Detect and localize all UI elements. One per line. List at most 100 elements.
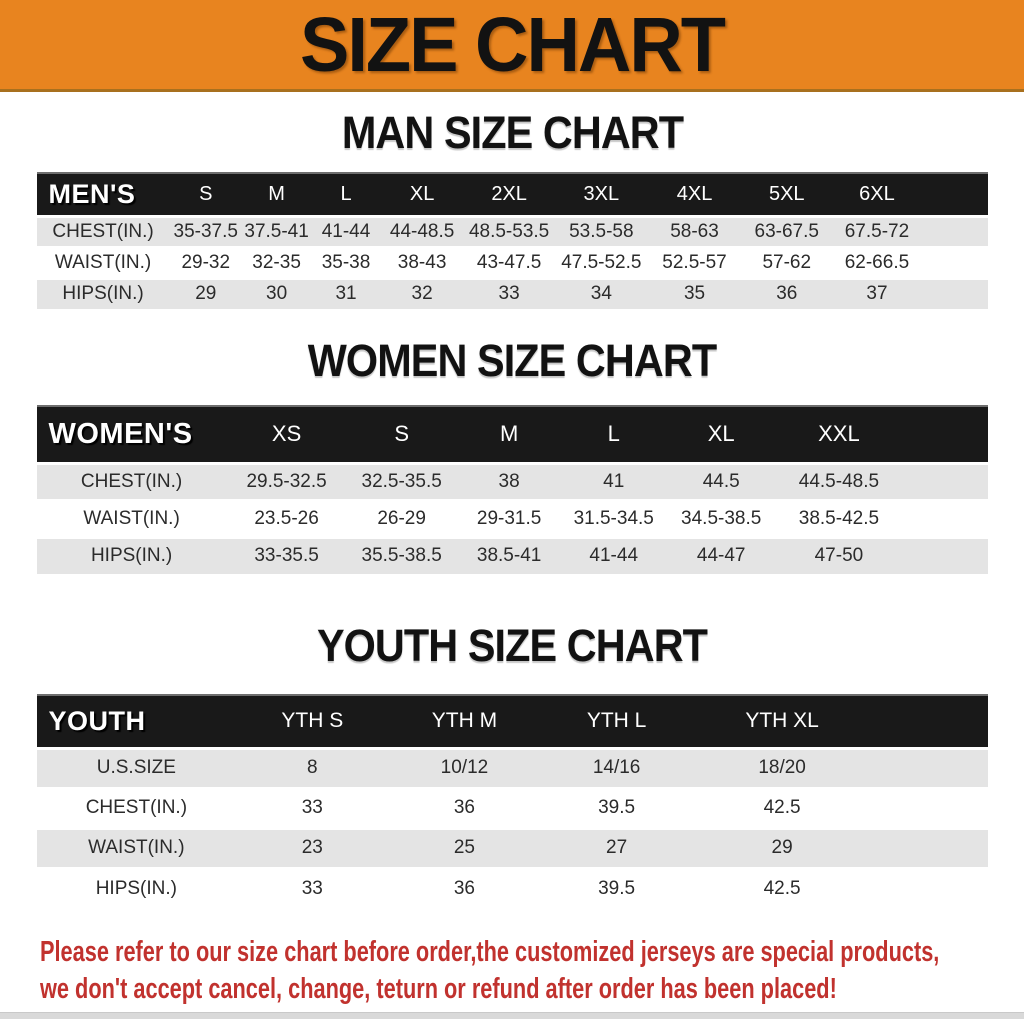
table-cell: 63-67.5 <box>741 214 833 247</box>
table-group-label: WOMEN'S <box>36 405 227 464</box>
row-label: WAIST(IN.) <box>36 498 227 537</box>
youth-size-table: YOUTH YTH S YTH M YTH L YTH XL U.S.SIZE 8 10/12… <box>36 694 988 908</box>
table-cell: 32-35 <box>241 245 312 278</box>
row-label: HIPS(IN.) <box>36 866 237 908</box>
table-cell: 31 <box>311 276 381 309</box>
table-header-row: MEN'S S M L XL 2XL 3XL 4XL 5XL 6XL <box>36 172 988 217</box>
column-header: 4XL <box>647 172 742 217</box>
table-cell: 18/20 <box>692 746 988 788</box>
table-cell: 30 <box>241 276 312 309</box>
table-cell: 52.5-57 <box>647 245 742 278</box>
table-cell: 57-62 <box>741 245 833 278</box>
column-header: YTH XL <box>692 694 988 749</box>
table-cell: 34.5-38.5 <box>666 498 777 537</box>
table-cell: 36 <box>388 786 541 828</box>
table-header-row: WOMEN'S XS S M L XL XXL <box>36 405 988 464</box>
women-size-table: WOMEN'S XS S M L XL XXL CHEST(IN.) 29.5-32.5 32.5… <box>36 405 988 574</box>
row-label: CHEST(IN.) <box>36 214 170 247</box>
row-label: U.S.SIZE <box>36 746 237 788</box>
table-row: WAIST(IN.) 23 25 27 29 <box>36 826 988 868</box>
disclaimer-line-2: we don't accept cancel, change, teturn o… <box>40 973 837 1005</box>
table-cell: 44.5-48.5 <box>776 461 988 500</box>
column-header: XS <box>226 405 347 464</box>
man-size-chart-section-header: MAN SIZE CHART <box>0 92 1024 172</box>
table-cell: 42.5 <box>692 866 988 908</box>
table-cell: 38.5-42.5 <box>776 498 988 537</box>
table-row: CHEST(IN.) 33 36 39.5 42.5 <box>36 786 988 828</box>
table-cell: 67.5-72 <box>832 214 988 247</box>
column-header: M <box>241 172 312 217</box>
table-cell: 29.5-32.5 <box>226 461 347 500</box>
table-row: HIPS(IN.) 29 30 31 32 33 34 35 36 37 <box>36 276 988 309</box>
column-header: XXL <box>776 405 988 464</box>
table-cell: 23 <box>236 826 389 868</box>
table-cell: 41-44 <box>561 535 667 574</box>
table-row: CHEST(IN.) 29.5-32.5 32.5-35.5 38 41 44.5 44.5… <box>36 461 988 500</box>
men-size-table: MEN'S S M L XL 2XL 3XL 4XL 5XL 6XL CHEST(IN.) 35-37… <box>36 172 988 309</box>
table-cell: 44-47 <box>666 535 777 574</box>
column-header: XL <box>666 405 777 464</box>
column-header: L <box>311 172 381 217</box>
women-size-chart-title: WOMEN SIZE CHART <box>307 334 717 386</box>
table-cell: 32.5-35.5 <box>346 461 457 500</box>
table-row: HIPS(IN.) 33-35.5 35.5-38.5 38.5-41 41-44 44-… <box>36 535 988 574</box>
table-row: HIPS(IN.) 33 36 39.5 42.5 <box>36 866 988 908</box>
column-header: YTH L <box>540 694 693 749</box>
table-cell: 62-66.5 <box>832 245 988 278</box>
table-cell: 27 <box>540 826 693 868</box>
column-header: 5XL <box>741 172 833 217</box>
table-cell: 29-32 <box>169 245 242 278</box>
column-header: M <box>456 405 562 464</box>
banner-title: SIZE CHART <box>300 0 726 88</box>
table-cell: 23.5-26 <box>226 498 347 537</box>
row-label: CHEST(IN.) <box>36 786 237 828</box>
table-cell: 38.5-41 <box>456 535 562 574</box>
table-row: WAIST(IN.) 23.5-26 26-29 29-31.5 31.5-34.5 34… <box>36 498 988 537</box>
row-label: CHEST(IN.) <box>36 461 227 500</box>
table-cell: 43-47.5 <box>463 245 555 278</box>
table-cell: 38-43 <box>380 245 464 278</box>
table-cell: 36 <box>388 866 541 908</box>
column-header: XL <box>380 172 464 217</box>
table-cell: 48.5-53.5 <box>463 214 555 247</box>
disclaimer-line-1: Please refer to our size chart before or… <box>40 936 940 968</box>
table-cell: 41 <box>561 461 667 500</box>
table-cell: 38 <box>456 461 562 500</box>
table-cell: 53.5-58 <box>554 214 648 247</box>
table-group-label: YOUTH <box>36 694 237 749</box>
row-label: HIPS(IN.) <box>36 535 227 574</box>
column-header: S <box>169 172 242 217</box>
table-row: WAIST(IN.) 29-32 32-35 35-38 38-43 43-47.5 47.… <box>36 245 988 278</box>
table-cell: 42.5 <box>692 786 988 828</box>
table-cell: 44-48.5 <box>380 214 464 247</box>
table-cell: 35-38 <box>311 245 381 278</box>
table-cell: 37 <box>832 276 988 309</box>
image-bottom-edge <box>0 1012 1024 1019</box>
table-cell: 8 <box>236 746 389 788</box>
table-cell: 47-50 <box>776 535 988 574</box>
table-cell: 39.5 <box>540 786 693 828</box>
youth-size-chart-title: YOUTH SIZE CHART <box>316 619 708 671</box>
column-header: L <box>561 405 667 464</box>
table-cell: 41-44 <box>311 214 381 247</box>
table-cell: 26-29 <box>346 498 457 537</box>
table-cell: 35-37.5 <box>169 214 242 247</box>
disclaimer: Please refer to our size chart before or… <box>0 934 1024 1008</box>
column-header: YTH M <box>388 694 541 749</box>
table-cell: 31.5-34.5 <box>561 498 667 537</box>
table-cell: 47.5-52.5 <box>554 245 648 278</box>
table-cell: 29 <box>692 826 988 868</box>
table-cell: 29-31.5 <box>456 498 562 537</box>
row-label: WAIST(IN.) <box>36 826 237 868</box>
table-cell: 44.5 <box>666 461 777 500</box>
table-cell: 35 <box>647 276 742 309</box>
table-cell: 37.5-41 <box>241 214 312 247</box>
table-cell: 33 <box>463 276 555 309</box>
table-header-row: YOUTH YTH S YTH M YTH L YTH XL <box>36 694 988 749</box>
table-cell: 39.5 <box>540 866 693 908</box>
table-cell: 33-35.5 <box>226 535 347 574</box>
column-header: YTH S <box>236 694 389 749</box>
table-cell: 33 <box>236 786 389 828</box>
table-cell: 10/12 <box>388 746 541 788</box>
youth-size-chart-section-header: YOUTH SIZE CHART <box>0 574 1024 694</box>
